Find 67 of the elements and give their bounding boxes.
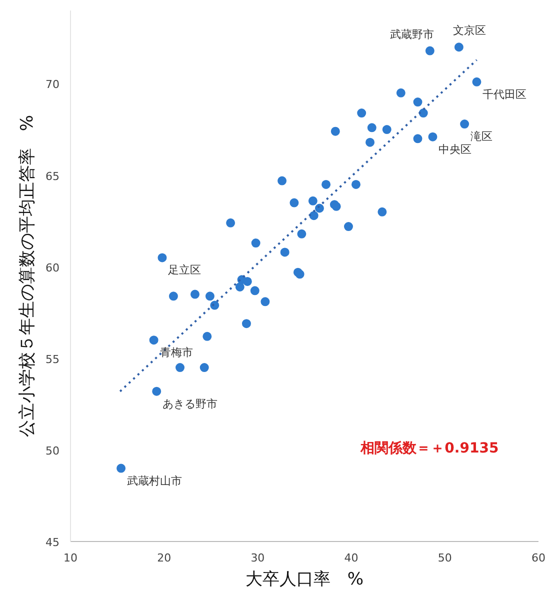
point bbox=[330, 126, 340, 136]
x-axis-title: 大卒人口率 % bbox=[245, 570, 364, 590]
point bbox=[366, 138, 375, 147]
point bbox=[260, 297, 270, 306]
point bbox=[472, 77, 482, 86]
x-tick-label: 10 bbox=[64, 552, 78, 564]
y-tick-label: 65 bbox=[46, 170, 60, 183]
annotation: あきる野市 bbox=[162, 397, 218, 410]
point bbox=[425, 46, 434, 56]
point bbox=[250, 286, 260, 296]
annotation: 中央区 bbox=[438, 142, 472, 156]
point bbox=[168, 292, 178, 301]
point bbox=[116, 464, 126, 473]
point bbox=[344, 222, 353, 232]
point bbox=[314, 204, 324, 213]
point bbox=[413, 98, 422, 107]
annotation: 相関係数＝＋0.9135 bbox=[360, 440, 499, 457]
point bbox=[413, 134, 422, 144]
point bbox=[418, 108, 428, 118]
point bbox=[290, 198, 299, 208]
annotation: 滝区 bbox=[470, 130, 493, 144]
point bbox=[382, 125, 392, 134]
point bbox=[308, 196, 318, 206]
point bbox=[176, 363, 185, 372]
point bbox=[322, 180, 331, 189]
annotation: 足立区 bbox=[168, 264, 202, 277]
annotation: 千代田区 bbox=[482, 88, 527, 101]
point bbox=[297, 229, 306, 238]
point bbox=[200, 363, 209, 372]
y-tick-label: 45 bbox=[46, 536, 60, 549]
point bbox=[396, 88, 406, 98]
y-axis-title: 公立小学校５年生の算数の平均正答率 % bbox=[18, 114, 38, 438]
y-tick-label: 50 bbox=[46, 444, 60, 458]
annotation: 青梅市 bbox=[160, 346, 193, 360]
point bbox=[226, 218, 236, 228]
point bbox=[278, 176, 287, 186]
annotation: 武蔵村山市 bbox=[127, 474, 182, 488]
point bbox=[242, 319, 251, 328]
annotation: 武蔵野市 bbox=[390, 28, 434, 41]
point bbox=[351, 180, 360, 189]
point bbox=[149, 336, 158, 345]
x-tick-label: 20 bbox=[157, 552, 172, 564]
point bbox=[460, 120, 470, 129]
point bbox=[309, 211, 318, 220]
point bbox=[210, 300, 220, 310]
annotation: 文京区 bbox=[452, 24, 486, 38]
point bbox=[235, 282, 244, 292]
point bbox=[367, 123, 376, 132]
point bbox=[242, 277, 252, 286]
x-tick-label: 60 bbox=[532, 552, 546, 564]
x-tick-label: 50 bbox=[438, 552, 452, 564]
point bbox=[378, 207, 387, 216]
point bbox=[152, 386, 162, 396]
point bbox=[251, 238, 260, 248]
point bbox=[158, 253, 167, 262]
point bbox=[428, 132, 438, 142]
point bbox=[202, 332, 212, 341]
point bbox=[454, 42, 464, 52]
y-tick-label: 60 bbox=[46, 261, 60, 274]
x-tick-label: 30 bbox=[250, 552, 265, 564]
point bbox=[357, 108, 366, 118]
y-tick-label: 55 bbox=[46, 352, 60, 366]
point bbox=[205, 292, 214, 301]
point bbox=[190, 290, 200, 299]
x-tick-label: 40 bbox=[344, 552, 358, 564]
y-tick-label: 70 bbox=[46, 78, 60, 92]
point bbox=[280, 248, 290, 257]
